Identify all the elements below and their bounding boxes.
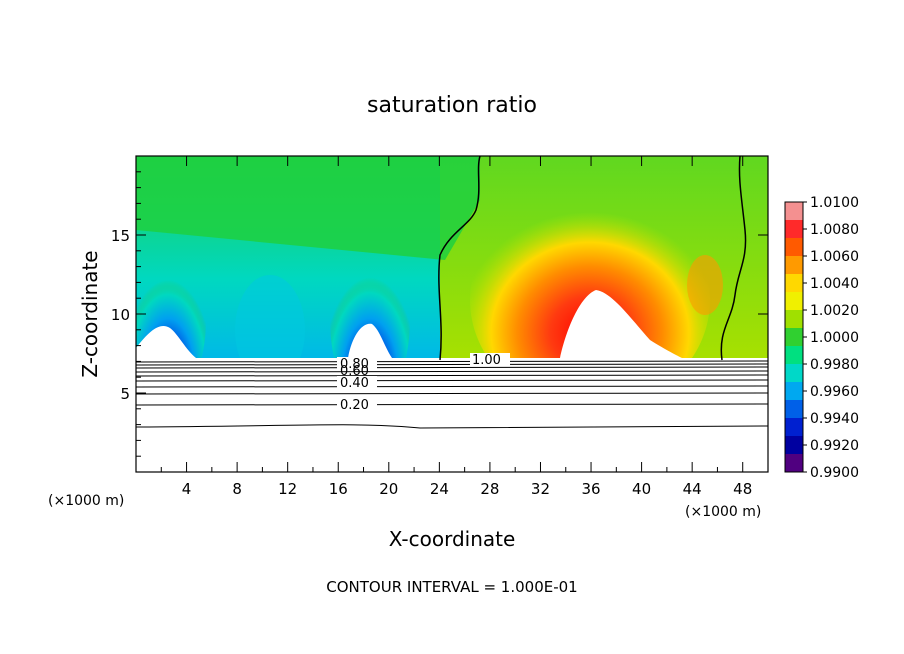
colorbar-label: 1.0000 <box>810 330 859 346</box>
x-unit-right: (×1000 m) <box>685 504 761 520</box>
colorbar-swatch <box>785 418 803 437</box>
y-tick-label: 10 <box>111 306 130 324</box>
moist-secondary <box>687 255 723 315</box>
x-axis-label: X-coordinate <box>389 527 516 551</box>
colorbar-swatch <box>785 346 803 365</box>
x-tick-label: 36 <box>581 480 600 498</box>
colorbar-swatch <box>785 382 803 401</box>
colorbar-swatch <box>785 256 803 275</box>
colorbar-label: 1.0020 <box>810 303 859 319</box>
y-tick-label: 5 <box>120 385 130 403</box>
colorbar-swatch <box>785 328 803 347</box>
x-tick-label: 8 <box>232 480 242 498</box>
colorbar-swatch <box>785 364 803 383</box>
plot-area <box>130 156 768 472</box>
colorbar: 1.0100 1.0080 1.0060 1.0040 1.0020 1.0000 0.99… <box>785 195 859 481</box>
colorbar-label: 1.0100 <box>810 195 859 211</box>
chart-title: saturation ratio <box>367 93 537 118</box>
contour-label-040: 0.40 <box>340 376 369 391</box>
colorbar-swatch <box>785 238 803 257</box>
colorbar-label: 0.9900 <box>810 465 859 481</box>
colorbar-label: 1.0060 <box>810 249 859 265</box>
colorbar-swatch <box>785 274 803 293</box>
y-axis-label: Z-coordinate <box>78 250 102 377</box>
x-tick-label: 20 <box>379 480 398 498</box>
colorbar-label: 0.9920 <box>810 438 859 454</box>
colorbar-swatch <box>785 400 803 419</box>
x-tick-label: 24 <box>430 480 449 498</box>
x-tick-label: 32 <box>531 480 550 498</box>
x-tick-label: 40 <box>632 480 651 498</box>
contour-label-100: 1.00 <box>472 353 501 368</box>
contour-interval-footer: CONTOUR INTERVAL = 1.000E-01 <box>326 578 577 596</box>
colorbar-swatch <box>785 436 803 455</box>
colorbar-swatch <box>785 454 803 473</box>
x-tick-label: 4 <box>182 480 192 498</box>
x-tick-label: 48 <box>733 480 752 498</box>
x-tick-label: 16 <box>329 480 348 498</box>
colorbar-label: 0.9960 <box>810 384 859 400</box>
x-unit-left: (×1000 m) <box>48 493 124 509</box>
colorbar-label: 1.0080 <box>810 222 859 238</box>
x-tick-label: 44 <box>683 480 702 498</box>
colorbar-label: 0.9980 <box>810 357 859 373</box>
colorbar-label: 1.0040 <box>810 276 859 292</box>
y-tick-label: 15 <box>111 227 130 245</box>
x-tick-label: 12 <box>278 480 297 498</box>
colorbar-swatch <box>785 292 803 311</box>
colorbar-label: 0.9940 <box>810 411 859 427</box>
colorbar-swatch <box>785 220 803 239</box>
colorbar-swatch <box>785 202 803 221</box>
contour-label-020: 0.20 <box>340 398 369 413</box>
x-tick-label: 28 <box>480 480 499 498</box>
colorbar-swatch <box>785 310 803 329</box>
